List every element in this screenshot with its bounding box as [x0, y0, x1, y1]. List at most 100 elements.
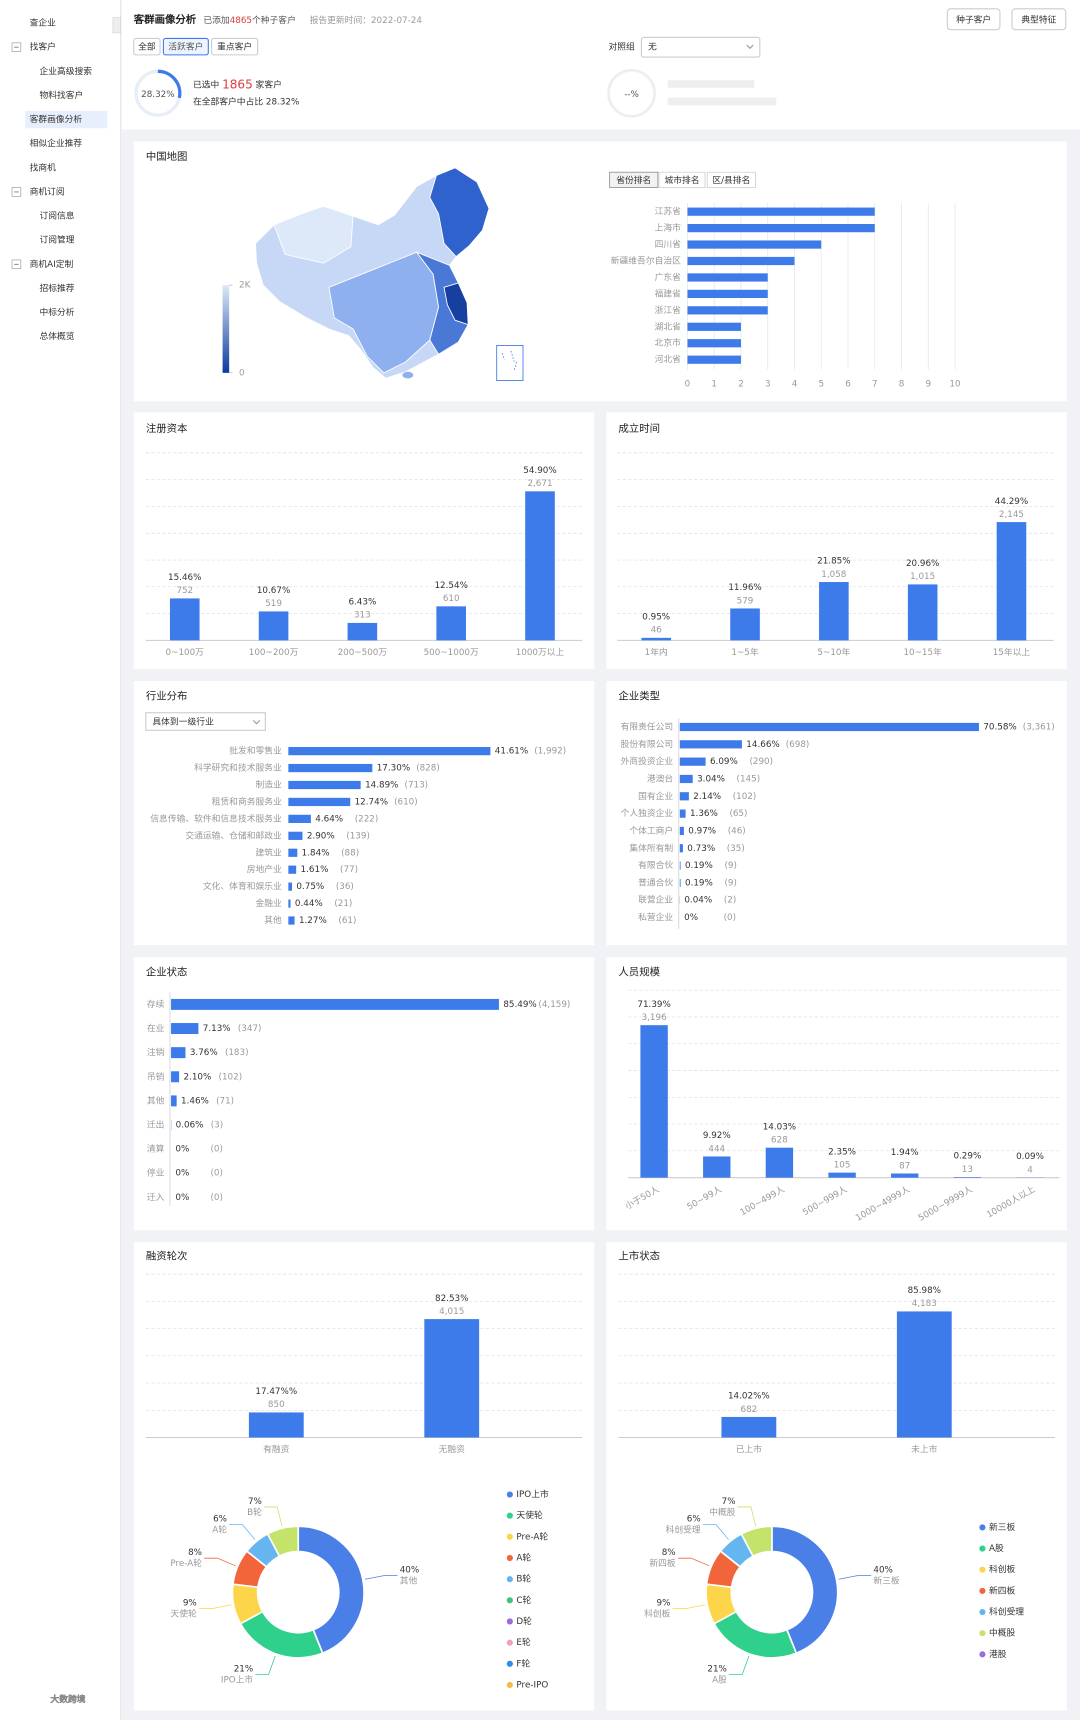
button-label[interactable]: 种子客户 — [956, 13, 991, 25]
legend-label[interactable]: 新三板 — [989, 1521, 1016, 1533]
tab-active[interactable] — [609, 171, 659, 188]
bar — [288, 865, 297, 874]
category-label: 国有企业 — [638, 790, 673, 802]
legend-swatch[interactable] — [979, 1630, 986, 1637]
legend-swatch[interactable] — [506, 1576, 513, 1583]
panel — [606, 1242, 1067, 1711]
menu-item[interactable]: 相似企业推荐 — [30, 137, 83, 149]
tab[interactable]: 重点客户 — [211, 37, 259, 56]
menu-subitem[interactable]: 订阅信息 — [39, 210, 74, 222]
value-label: 850 — [268, 1400, 285, 1410]
legend-label[interactable]: 科创受理 — [989, 1606, 1024, 1618]
menu-item[interactable]: 查企业 — [30, 17, 57, 29]
share-label: 0.29% — [953, 1152, 981, 1162]
legend-label[interactable]: IPO上市 — [516, 1488, 549, 1500]
menu-item[interactable]: 客群画像分析 — [30, 113, 83, 125]
button[interactable]: 种子客户 — [946, 8, 1001, 31]
legend-label[interactable]: 中概股 — [989, 1627, 1016, 1639]
value-label: (0) — [211, 1145, 223, 1155]
legend-swatch[interactable] — [979, 1545, 986, 1552]
legend-label[interactable]: 天使轮 — [516, 1509, 543, 1521]
tab-label[interactable]: 区/县排名 — [712, 174, 750, 186]
leader-line — [729, 1655, 750, 1676]
tab[interactable] — [706, 171, 756, 188]
value-label: (9) — [724, 861, 736, 871]
legend-label[interactable]: A轮 — [516, 1551, 531, 1563]
menu-subitem[interactable]: 物料找客户 — [39, 89, 83, 101]
menu-subitem[interactable]: 总体概览 — [39, 330, 74, 342]
value-label: (713) — [405, 781, 429, 791]
legend-label[interactable]: B轮 — [516, 1573, 531, 1585]
menu-subitem[interactable]: 企业高级搜索 — [39, 65, 92, 77]
menu-subitem[interactable]: 招标推荐 — [39, 282, 74, 294]
x-tick-label: 5 — [818, 379, 824, 389]
tab-label[interactable]: 重点客户 — [217, 41, 252, 53]
tab-label[interactable]: 活跃客户 — [168, 41, 203, 53]
legend-swatch[interactable] — [506, 1597, 513, 1604]
value-label: (183) — [225, 1048, 249, 1058]
tab-label[interactable]: 全部 — [138, 41, 156, 53]
legend-swatch[interactable] — [979, 1566, 986, 1573]
legend-label[interactable]: Pre-IPO — [516, 1680, 548, 1690]
chevron — [252, 720, 261, 725]
value-label: (36) — [336, 882, 354, 892]
value-label: 4,183 — [912, 1299, 937, 1309]
x-tick-label: 5~10年 — [817, 646, 850, 658]
menu-subitem[interactable]: 订阅管理 — [39, 234, 74, 246]
legend-swatch[interactable] — [506, 1660, 513, 1667]
legend-label[interactable]: A股 — [989, 1543, 1004, 1554]
button[interactable]: 典型特征 — [1011, 8, 1067, 31]
dropdown[interactable] — [145, 712, 266, 731]
bar — [896, 1311, 952, 1438]
category-label: 清算 — [147, 1143, 165, 1155]
share-label: 54.90% — [523, 466, 556, 476]
legend-swatch[interactable] — [506, 1618, 513, 1625]
legend-swatch[interactable] — [506, 1533, 513, 1540]
dropdown-label[interactable]: 具体到一级行业 — [152, 716, 214, 728]
legend-swatch[interactable] — [506, 1512, 513, 1519]
legend-label[interactable]: 科创板 — [989, 1563, 1016, 1575]
compare-value[interactable]: 无 — [648, 42, 657, 53]
tab-label[interactable]: 省份排名 — [616, 174, 651, 186]
menu-item[interactable]: 商机AI定制 — [30, 258, 74, 270]
button-label[interactable]: 典型特征 — [1021, 13, 1056, 25]
category-label: 江苏省 — [655, 205, 682, 217]
legend-swatch[interactable] — [979, 1608, 986, 1616]
legend-swatch[interactable] — [506, 1554, 513, 1562]
menu-item[interactable]: 商机订阅 — [30, 185, 65, 197]
value-label: 2,145 — [999, 510, 1024, 520]
legend-swatch[interactable] — [979, 1587, 986, 1594]
tab[interactable]: 全部 — [133, 37, 161, 56]
placeholder — [667, 80, 755, 88]
legend-label[interactable]: 港股 — [989, 1648, 1007, 1660]
legend-label[interactable]: F轮 — [516, 1657, 530, 1669]
legend-label[interactable]: D轮 — [516, 1615, 532, 1627]
tab[interactable] — [658, 171, 706, 188]
leader-line — [702, 1524, 729, 1540]
legend-label[interactable]: 新四板 — [989, 1584, 1016, 1596]
value-label: 579 — [737, 596, 754, 606]
value-label: (0) — [211, 1169, 223, 1179]
tab-label[interactable]: 城市排名 — [664, 174, 699, 186]
legend-swatch[interactable] — [506, 1681, 513, 1689]
category-label: 信息传输、软件和信息技术服务业 — [150, 812, 282, 824]
legend-swatch[interactable] — [979, 1524, 986, 1531]
legend-swatch[interactable] — [506, 1491, 513, 1498]
legend-swatch[interactable] — [506, 1639, 513, 1646]
bar — [679, 774, 693, 784]
share-label: 71.39% — [637, 1000, 670, 1010]
value-label: 1,058 — [821, 570, 846, 580]
compare-select[interactable]: 无 — [640, 36, 761, 58]
menu-item[interactable]: 找客户 — [30, 41, 56, 53]
legend-label[interactable]: E轮 — [516, 1636, 531, 1648]
sidebar-toggle[interactable] — [112, 17, 121, 34]
menu-subitem[interactable]: 中标分析 — [39, 306, 74, 318]
category-label: 科学研究和技术服务业 — [194, 762, 282, 774]
menu-item[interactable]: 找商机 — [30, 161, 57, 173]
x-tick-label: 1000万以上 — [516, 647, 565, 658]
tab-active[interactable]: 活跃客户 — [162, 37, 209, 56]
donut-slice — [740, 1525, 773, 1558]
legend-label[interactable]: Pre-A轮 — [516, 1530, 548, 1542]
legend-label[interactable]: C轮 — [516, 1594, 531, 1606]
legend-swatch[interactable] — [979, 1651, 986, 1658]
